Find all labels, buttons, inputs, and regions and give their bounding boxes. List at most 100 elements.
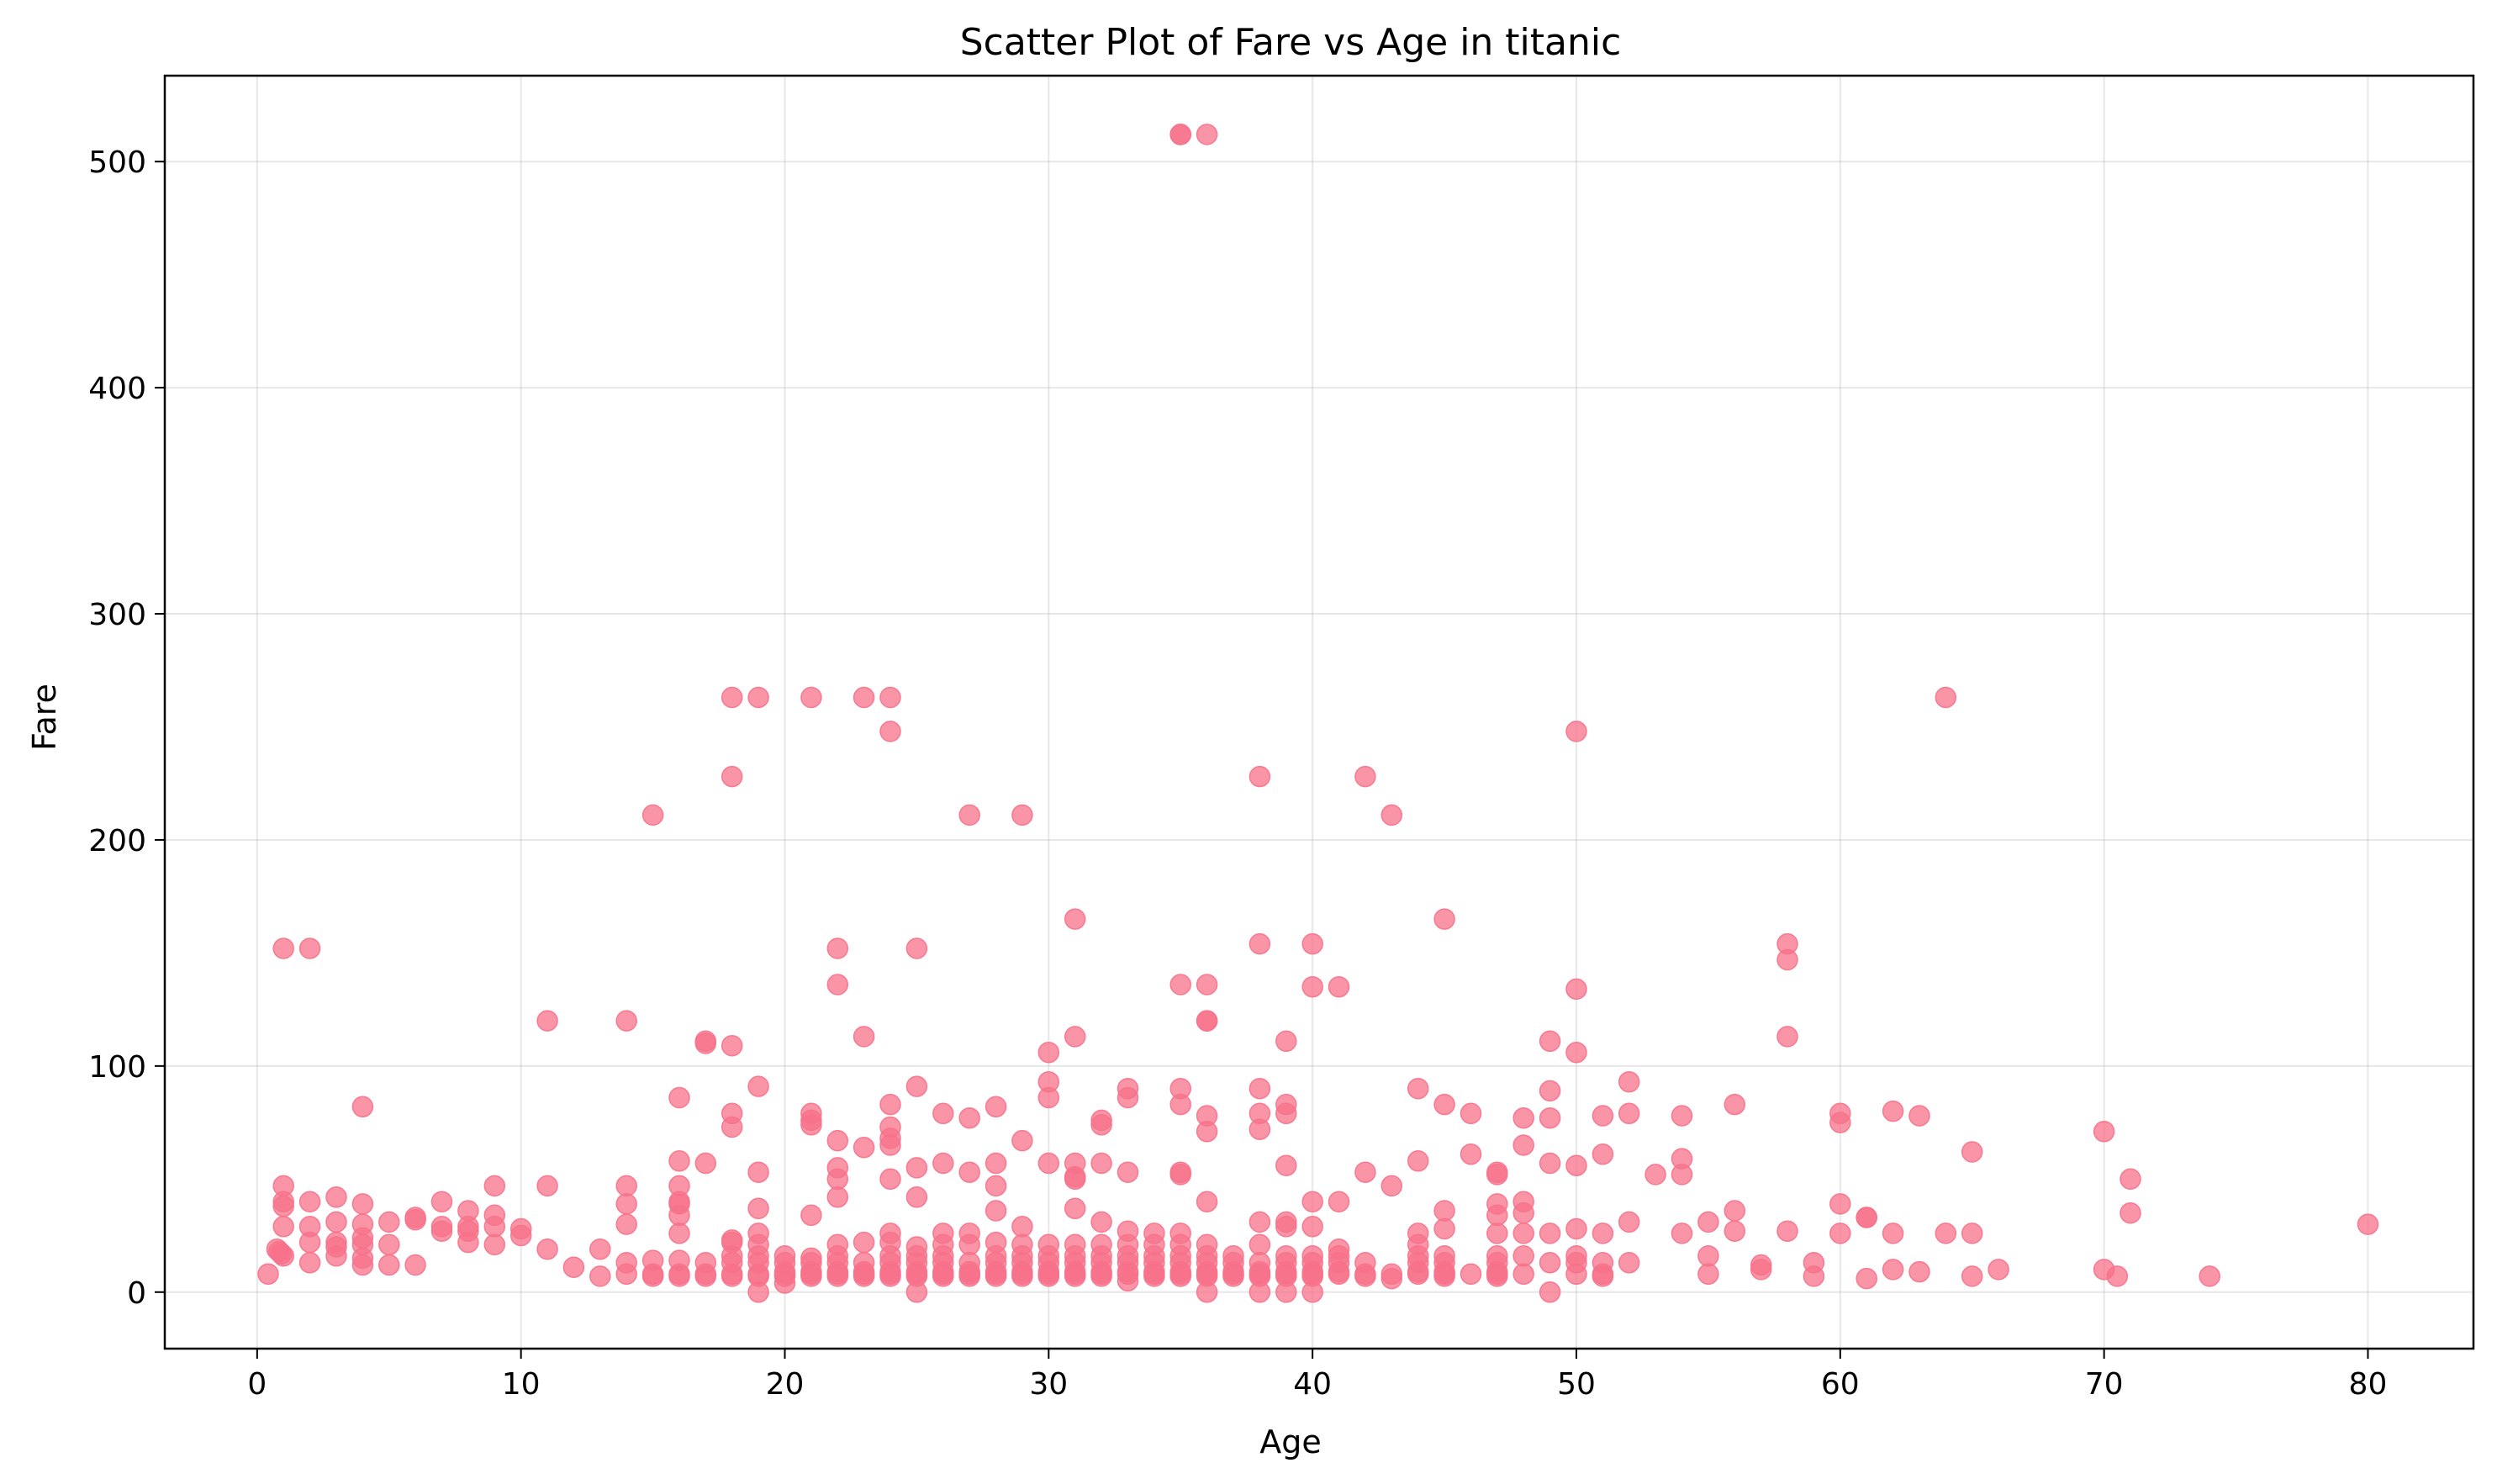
scatter-point: [272, 1216, 294, 1238]
scatter-point: [1064, 1244, 1086, 1267]
scatter-point: [1064, 1168, 1086, 1191]
scatter-point: [1301, 975, 1323, 998]
scatter-point: [615, 1010, 637, 1032]
scatter-point: [404, 1208, 426, 1231]
y-tick-label: 0: [127, 1276, 146, 1311]
scatter-point: [1248, 765, 1271, 788]
scatter-point: [668, 1223, 690, 1244]
scatter-point: [879, 1168, 901, 1191]
scatter-point: [1856, 1207, 1877, 1228]
scatter-point: [1433, 1244, 1455, 1267]
scatter-point: [905, 1075, 928, 1097]
scatter-point: [1592, 1265, 1614, 1287]
scatter-point: [668, 1204, 690, 1227]
y-tick-label: 300: [88, 598, 146, 632]
scatter-point: [721, 1116, 743, 1138]
scatter-point: [1380, 1175, 1403, 1197]
scatter-point: [1064, 908, 1086, 930]
scatter-point: [1908, 1260, 1930, 1283]
scatter-point: [1829, 1223, 1851, 1244]
scatter-point: [1064, 1026, 1086, 1048]
scatter-point: [298, 1231, 321, 1254]
scatter-point: [1222, 1244, 1244, 1267]
scatter-point: [1671, 1105, 1693, 1127]
scatter-point: [325, 1211, 347, 1233]
scatter-point: [270, 1243, 293, 1265]
plot-frame: [163, 74, 2475, 1350]
scatter-point: [615, 1213, 637, 1235]
scatter-point: [1011, 1129, 1033, 1152]
x-tick-label: 20: [766, 1367, 805, 1402]
scatter-point: [1618, 1211, 1640, 1233]
scatter-point: [2120, 1168, 2141, 1191]
x-axis-label: Age: [1259, 1423, 1322, 1460]
scatter-point: [1565, 978, 1587, 1001]
scatter-point: [1037, 1244, 1060, 1267]
scatter-point: [1380, 804, 1403, 826]
scatter-point: [1301, 1216, 1323, 1238]
scatter-point: [853, 1231, 875, 1254]
scatter-point: [483, 1233, 506, 1256]
x-tick-label: 0: [247, 1367, 267, 1402]
scatter-point: [1856, 1267, 1877, 1290]
scatter-point: [905, 1244, 928, 1267]
scatter-point: [721, 765, 743, 788]
scatter-point: [1248, 1077, 1271, 1100]
scatter-point: [1961, 1265, 1983, 1287]
scatter-point: [1196, 1010, 1218, 1032]
scatter-point: [1644, 1164, 1666, 1186]
scatter-point: [800, 1114, 822, 1136]
scatter-point: [1539, 1030, 1561, 1053]
scatter-point: [1961, 1141, 1983, 1163]
scatter-point: [1539, 1152, 1561, 1175]
scatter-point: [1275, 1281, 1297, 1303]
scatter-point: [1301, 1281, 1323, 1303]
scatter-point: [325, 1186, 347, 1208]
scatter-point: [1724, 1093, 1746, 1116]
scatter-point: [1565, 721, 1587, 742]
scatter-point: [298, 1252, 321, 1274]
scatter-point: [1117, 1086, 1139, 1109]
scatter-point: [826, 1244, 849, 1267]
scatter-point: [615, 1175, 637, 1197]
scatter-point: [668, 1150, 690, 1172]
scatter-point: [1169, 1164, 1191, 1186]
scatter-point: [1169, 1093, 1191, 1116]
scatter-point: [1776, 1220, 1798, 1242]
y-tick-label: 400: [88, 372, 146, 406]
scatter-point: [483, 1175, 506, 1197]
scatter-point: [721, 1034, 743, 1057]
scatter-point: [958, 1106, 980, 1129]
scatter-point: [1275, 1102, 1297, 1125]
scatter-point: [589, 1238, 611, 1260]
scatter-point: [351, 1096, 374, 1118]
scatter-point: [1592, 1223, 1614, 1244]
scatter-point: [747, 1281, 769, 1303]
scatter-point: [826, 1186, 849, 1208]
scatter-point: [1829, 1112, 1851, 1133]
scatter-point: [325, 1244, 347, 1267]
scatter-point: [641, 804, 664, 826]
scatter-point: [1248, 932, 1271, 955]
scatter-point: [2357, 1213, 2379, 1235]
scatter-point: [641, 1265, 664, 1287]
scatter-point: [1539, 1281, 1561, 1303]
scatter-point: [483, 1216, 506, 1238]
scatter-point: [747, 1197, 769, 1220]
scatter-point: [1011, 804, 1033, 826]
scatter-point: [1196, 1191, 1218, 1212]
scatter-point: [1407, 1150, 1429, 1172]
scatter-point: [668, 1086, 690, 1109]
scatter-point: [721, 686, 743, 709]
scatter-point: [826, 1168, 849, 1191]
scatter-point: [905, 1186, 928, 1208]
scatter-point: [2093, 1121, 2115, 1143]
scatter-point: [1512, 1223, 1534, 1244]
scatter-point: [1011, 1216, 1033, 1238]
scatter-point: [905, 1281, 928, 1303]
scatter-point: [1803, 1265, 1825, 1287]
scatter-point: [1935, 686, 1957, 709]
scatter-point: [694, 1152, 717, 1175]
scatter-point: [1196, 1121, 1218, 1143]
scatter-point: [430, 1191, 453, 1212]
